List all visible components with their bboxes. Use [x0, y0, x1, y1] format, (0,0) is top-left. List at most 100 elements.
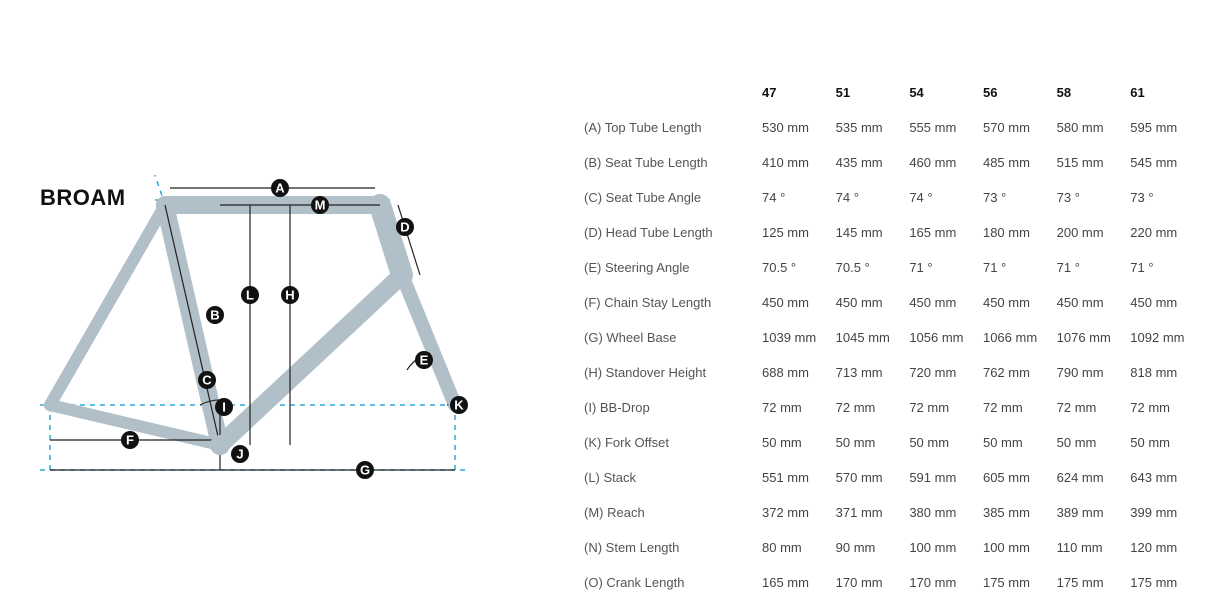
cell: 72 mm: [979, 390, 1053, 425]
table-row: (E) Steering Angle70.5 °70.5 °71 °71 °71…: [580, 250, 1200, 285]
cell: 389 mm: [1053, 495, 1127, 530]
cell: 180 mm: [979, 215, 1053, 250]
cell: 595 mm: [1126, 110, 1200, 145]
cell: 200 mm: [1053, 215, 1127, 250]
cell: 551 mm: [758, 460, 832, 495]
table-row: (G) Wheel Base1039 mm1045 mm1056 mm1066 …: [580, 320, 1200, 355]
table-row: (H) Standover Height688 mm713 mm720 mm76…: [580, 355, 1200, 390]
row-label: (G) Wheel Base: [580, 320, 758, 355]
marker-b: B: [206, 306, 224, 324]
cell: 170 mm: [905, 565, 979, 600]
cell: 175 mm: [1053, 565, 1127, 600]
cell: 605 mm: [979, 460, 1053, 495]
marker-d: D: [396, 218, 414, 236]
cell: 74 °: [905, 180, 979, 215]
svg-text:K: K: [454, 398, 464, 413]
cell: 145 mm: [832, 215, 906, 250]
size-header: 58: [1053, 75, 1127, 110]
cell: 74 °: [758, 180, 832, 215]
cell: 71 °: [905, 250, 979, 285]
cell: 485 mm: [979, 145, 1053, 180]
cell: 175 mm: [1126, 565, 1200, 600]
cell: 72 mm: [758, 390, 832, 425]
table-row: (N) Stem Length80 mm90 mm100 mm100 mm110…: [580, 530, 1200, 565]
geometry-table: 475154565861(A) Top Tube Length530 mm535…: [580, 75, 1200, 600]
marker-a: A: [271, 179, 289, 197]
cell: 385 mm: [979, 495, 1053, 530]
svg-text:I: I: [222, 400, 226, 415]
cell: 624 mm: [1053, 460, 1127, 495]
geometry-diagram: AMDLHBCEIKJFG: [30, 175, 475, 485]
cell: 450 mm: [979, 285, 1053, 320]
svg-text:A: A: [275, 181, 285, 196]
cell: 1066 mm: [979, 320, 1053, 355]
row-label: (B) Seat Tube Length: [580, 145, 758, 180]
cell: 435 mm: [832, 145, 906, 180]
cell: 410 mm: [758, 145, 832, 180]
row-label: (F) Chain Stay Length: [580, 285, 758, 320]
cell: 570 mm: [979, 110, 1053, 145]
table-row: (M) Reach372 mm371 mm380 mm385 mm389 mm3…: [580, 495, 1200, 530]
cell: 1056 mm: [905, 320, 979, 355]
marker-j: J: [231, 445, 249, 463]
size-header: 56: [979, 75, 1053, 110]
table-row: (F) Chain Stay Length450 mm450 mm450 mm4…: [580, 285, 1200, 320]
svg-text:F: F: [126, 433, 134, 448]
marker-m: M: [311, 196, 329, 214]
table-row: (A) Top Tube Length530 mm535 mm555 mm570…: [580, 110, 1200, 145]
cell: 72 mm: [1126, 390, 1200, 425]
row-label: (O) Crank Length: [580, 565, 758, 600]
marker-h: H: [281, 286, 299, 304]
cell: 100 mm: [979, 530, 1053, 565]
size-header: 61: [1126, 75, 1200, 110]
marker-i: I: [215, 398, 233, 416]
cell: 50 mm: [832, 425, 906, 460]
cell: 530 mm: [758, 110, 832, 145]
table-row: (K) Fork Offset50 mm50 mm50 mm50 mm50 mm…: [580, 425, 1200, 460]
svg-text:H: H: [285, 288, 294, 303]
size-header: 51: [832, 75, 906, 110]
cell: 1045 mm: [832, 320, 906, 355]
cell: 762 mm: [979, 355, 1053, 390]
svg-text:J: J: [236, 447, 243, 462]
cell: 165 mm: [905, 215, 979, 250]
cell: 643 mm: [1126, 460, 1200, 495]
table-row: (B) Seat Tube Length410 mm435 mm460 mm48…: [580, 145, 1200, 180]
cell: 71 °: [1126, 250, 1200, 285]
row-label: (C) Seat Tube Angle: [580, 180, 758, 215]
cell: 220 mm: [1126, 215, 1200, 250]
cell: 460 mm: [905, 145, 979, 180]
cell: 50 mm: [758, 425, 832, 460]
cell: 50 mm: [1126, 425, 1200, 460]
marker-g: G: [356, 461, 374, 479]
marker-k: K: [450, 396, 468, 414]
cell: 555 mm: [905, 110, 979, 145]
table-row: (O) Crank Length165 mm170 mm170 mm175 mm…: [580, 565, 1200, 600]
cell: 1076 mm: [1053, 320, 1127, 355]
marker-c: C: [198, 371, 216, 389]
cell: 175 mm: [979, 565, 1053, 600]
cell: 73 °: [979, 180, 1053, 215]
cell: 1092 mm: [1126, 320, 1200, 355]
cell: 1039 mm: [758, 320, 832, 355]
cell: 688 mm: [758, 355, 832, 390]
cell: 713 mm: [832, 355, 906, 390]
cell: 72 mm: [1053, 390, 1127, 425]
table-row: (L) Stack551 mm570 mm591 mm605 mm624 mm6…: [580, 460, 1200, 495]
size-header: 47: [758, 75, 832, 110]
row-label: (A) Top Tube Length: [580, 110, 758, 145]
cell: 110 mm: [1053, 530, 1127, 565]
cell: 515 mm: [1053, 145, 1127, 180]
cell: 71 °: [1053, 250, 1127, 285]
svg-text:M: M: [315, 198, 326, 213]
row-label: (H) Standover Height: [580, 355, 758, 390]
cell: 450 mm: [832, 285, 906, 320]
cell: 450 mm: [1053, 285, 1127, 320]
svg-text:C: C: [202, 373, 212, 388]
cell: 580 mm: [1053, 110, 1127, 145]
cell: 100 mm: [905, 530, 979, 565]
cell: 72 mm: [905, 390, 979, 425]
cell: 120 mm: [1126, 530, 1200, 565]
row-label: (D) Head Tube Length: [580, 215, 758, 250]
cell: 80 mm: [758, 530, 832, 565]
